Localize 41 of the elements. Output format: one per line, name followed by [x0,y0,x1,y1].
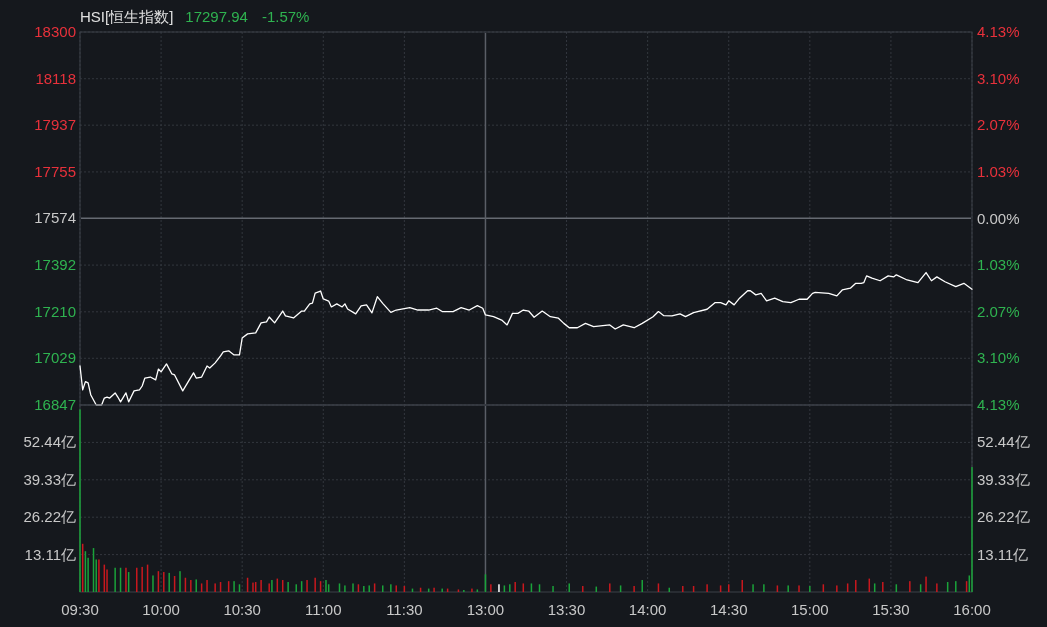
y2-tick-label: 39.33亿 [977,470,1030,488]
text: 17297.94 [185,8,248,25]
x-tick-label: 09:30 [61,601,99,618]
x-tick-label: 13:30 [547,601,586,618]
chart-title: HSI[恒生指数] [80,8,174,25]
text: -1.57% [261,8,310,25]
x-tick-label: 11:30 [386,601,423,618]
y2-tick-label: 2.07% [977,302,1020,320]
y2-tick-label: 4.13% [977,23,1020,40]
x-tick-label: 15:30 [872,601,910,618]
y2-tick-label: 3.10% [977,349,1020,367]
y2-tick-label: 52.44亿 [977,433,1030,451]
y-tick-label: 52.44亿 [23,433,76,451]
x-tick-label: 16:00 [953,601,991,618]
y-tick-label: 17029 [34,349,76,367]
y-tick-label: 39.33亿 [23,470,76,488]
x-tick-label: 11:00 [305,601,342,618]
y-tick-label: 16847 [34,396,76,413]
y-tick-label: 17574 [34,209,76,227]
y2-tick-label: 1.03% [977,256,1020,274]
x-tick-label: 10:30 [223,601,261,618]
y-tick-label: 13.11亿 [24,545,76,563]
y-tick-label: 18118 [35,69,76,87]
y2-tick-label: 3.10% [977,69,1020,87]
y2-tick-label: 0.00% [977,209,1020,227]
x-tick-label: 14:30 [709,601,748,618]
y2-tick-label: 1.03% [977,162,1020,180]
y-tick-label: 26.22亿 [23,508,76,526]
y2-tick-label: 26.22亿 [977,508,1030,526]
x-tick-label: 10:00 [142,601,180,618]
y-tick-label: 18300 [34,23,76,40]
y-tick-label: 17937 [34,116,76,134]
y-tick-label: 17392 [34,256,76,274]
y-tick-label: 17755 [34,162,76,180]
y2-tick-label: 2.07% [977,116,1020,134]
x-tick-label: 14:00 [628,601,667,618]
x-tick-label: 15:00 [791,601,829,618]
x-tick-label: 13:00 [466,601,505,618]
y2-tick-label: 13.11亿 [977,545,1029,563]
y-tick-label: 17210 [34,302,76,320]
y2-tick-label: 4.13% [977,396,1020,413]
